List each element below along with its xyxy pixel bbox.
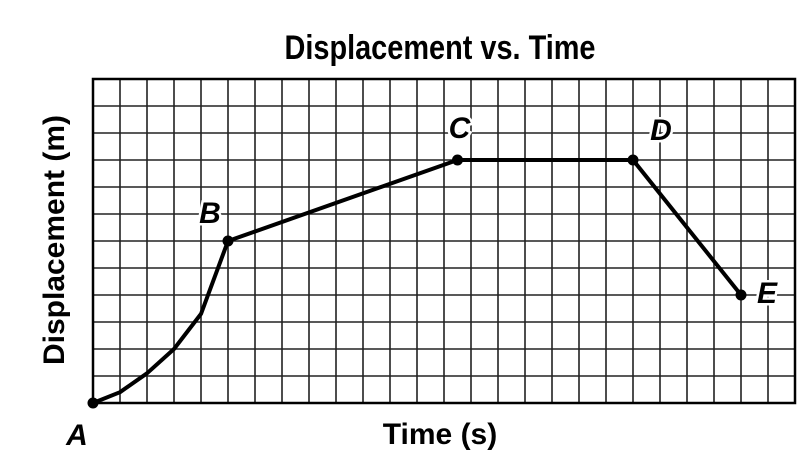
point-label: C xyxy=(449,112,472,145)
plot-frame xyxy=(91,77,797,405)
point-marker xyxy=(87,397,99,409)
point-marker xyxy=(627,154,639,166)
point-marker xyxy=(735,289,747,301)
point-label: E xyxy=(757,277,778,310)
point-marker xyxy=(452,154,463,166)
point-marker xyxy=(222,235,234,247)
data-line xyxy=(92,158,743,405)
point-label: A xyxy=(65,419,88,452)
chart-title: Displacement vs. Time xyxy=(284,28,595,67)
point-label: D xyxy=(650,114,672,147)
y-axis-label: Displacement (m) xyxy=(38,115,71,365)
x-axis-label: Time (s) xyxy=(383,418,497,451)
point-label: B xyxy=(199,197,221,230)
